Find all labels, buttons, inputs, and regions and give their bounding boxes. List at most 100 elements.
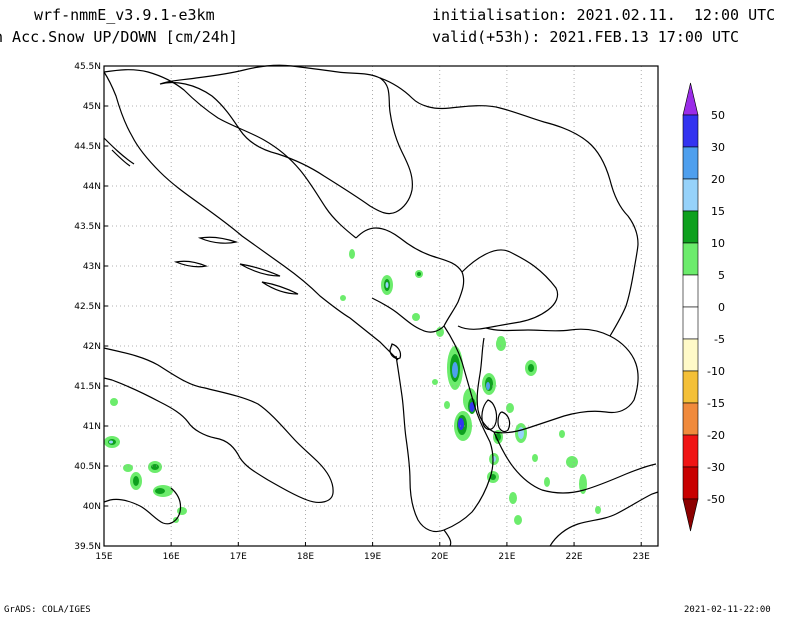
snow-patch [177, 507, 187, 515]
lat-tick-label: 43N [83, 262, 101, 272]
colorbar-label: 30 [711, 141, 725, 154]
lat-tick-label: 42.5N [74, 302, 101, 312]
lat-tick-label: 40.5N [74, 462, 101, 472]
snow-patch [490, 474, 496, 480]
snow-patch [412, 313, 420, 321]
colorbar-label: -15 [707, 397, 725, 410]
snow-patch [532, 454, 538, 462]
snow-patch [458, 418, 464, 430]
initialisation-time: initialisation: 2021.02.11. 12:00 UTC [432, 6, 776, 24]
lat-tick-label: 40N [83, 502, 101, 512]
colorbar-label: 50 [711, 109, 725, 122]
colorbar-segment [682, 466, 699, 500]
island [239, 263, 281, 277]
snow-patch [349, 249, 355, 259]
colorbar-segment [682, 274, 699, 308]
colorbar-segment [682, 306, 699, 340]
snow-patch [595, 506, 601, 514]
italy-coastline [103, 347, 334, 503]
colorbar-segment [682, 210, 699, 244]
footer-software: GrADS: COLA/IGES [4, 605, 91, 615]
greece-border [493, 431, 657, 494]
snow-patch [444, 401, 450, 409]
colorbar-segment [682, 370, 699, 404]
snow-patch [579, 474, 587, 494]
snow-patch [109, 440, 113, 444]
lat-tick-label: 42N [83, 342, 101, 352]
italy-heel-coast [103, 487, 182, 525]
snow-patch [528, 364, 534, 372]
croatia-border [103, 69, 357, 239]
colorbar-segment [682, 146, 699, 180]
map-grid [104, 66, 658, 546]
colorbar-segment [682, 114, 699, 148]
colorbar-segment [682, 178, 699, 212]
lat-tick-label: 45N [83, 102, 101, 112]
kosovo-border [457, 249, 559, 330]
lon-tick-label: 20E [431, 552, 448, 562]
snow-patch [123, 464, 133, 472]
footer-timestamp: 2021-02-11-22:00 [684, 605, 771, 615]
colorbar-label: 0 [718, 301, 725, 314]
snow-field [104, 249, 601, 525]
lake-skadar [389, 343, 402, 360]
colorbar-label: -5 [714, 333, 725, 346]
valid-time: valid(+53h): 2021.FEB.13 17:00 UTC [432, 28, 740, 46]
snow-patch [151, 464, 159, 470]
lon-tick-label: 23E [633, 552, 650, 562]
snow-patch [155, 488, 165, 494]
lon-tick-label: 19E [364, 552, 381, 562]
colorbar-label: 20 [711, 173, 725, 186]
snow-patch [436, 327, 444, 337]
colorbar-label: -50 [707, 493, 725, 506]
lon-tick-label: 18E [297, 552, 314, 562]
lat-tick-label: 41.5N [74, 382, 101, 392]
lon-tick-label: 21E [498, 552, 515, 562]
colorbar-label: 10 [711, 237, 725, 250]
colorbar-top-arrow [682, 82, 699, 116]
colorbar-label: -30 [707, 461, 725, 474]
albania-border [395, 325, 494, 533]
lon-tick-label: 15E [95, 552, 112, 562]
lat-tick-label: 41N [83, 422, 101, 432]
snow-patch [518, 427, 524, 439]
colorbar-segment [682, 242, 699, 276]
latitude-labels: 39.5N 40N 40.5N 41N 41.5N 42N 42.5N 43N 43.5N 44N… [74, 62, 108, 552]
colorbar-label: -10 [707, 365, 725, 378]
lake-ohrid [481, 399, 498, 431]
greece-coast [443, 491, 659, 547]
colorbar-label: -20 [707, 429, 725, 442]
colorbar-label: 15 [711, 205, 725, 218]
island [261, 281, 299, 295]
snow-patch [133, 476, 139, 486]
lake-prespa [497, 411, 511, 433]
variable-title: n Acc.Snow UP/DOWN [cm/24h] [0, 28, 238, 46]
snow-patch [506, 403, 514, 413]
snow-patch [340, 295, 346, 301]
snow-patch [497, 336, 505, 344]
serbia-border [379, 77, 639, 245]
bulgaria-border [609, 243, 639, 337]
snow-patch [544, 477, 550, 487]
snow-patch [514, 515, 522, 525]
lon-tick-label: 16E [163, 552, 180, 562]
colorbar-segment [682, 402, 699, 436]
model-title: wrf-nmmE_v3.9.1-e3km [34, 6, 215, 24]
island [197, 236, 239, 244]
colorbar-segment [682, 434, 699, 468]
snow-patch [110, 398, 118, 406]
snow-patch [559, 430, 565, 438]
snow-patch [566, 456, 578, 468]
lat-tick-label: 39.5N [74, 542, 101, 552]
colorbar-segment [682, 338, 699, 372]
lat-tick-label: 45.5N [74, 62, 101, 72]
bosnia-border [159, 64, 413, 215]
island [103, 137, 135, 167]
snow-patch [385, 282, 389, 288]
colorbar-bottom-arrow [682, 498, 699, 532]
island [173, 260, 209, 268]
snow-patch [432, 379, 438, 385]
lat-tick-label: 44.5N [74, 142, 101, 152]
